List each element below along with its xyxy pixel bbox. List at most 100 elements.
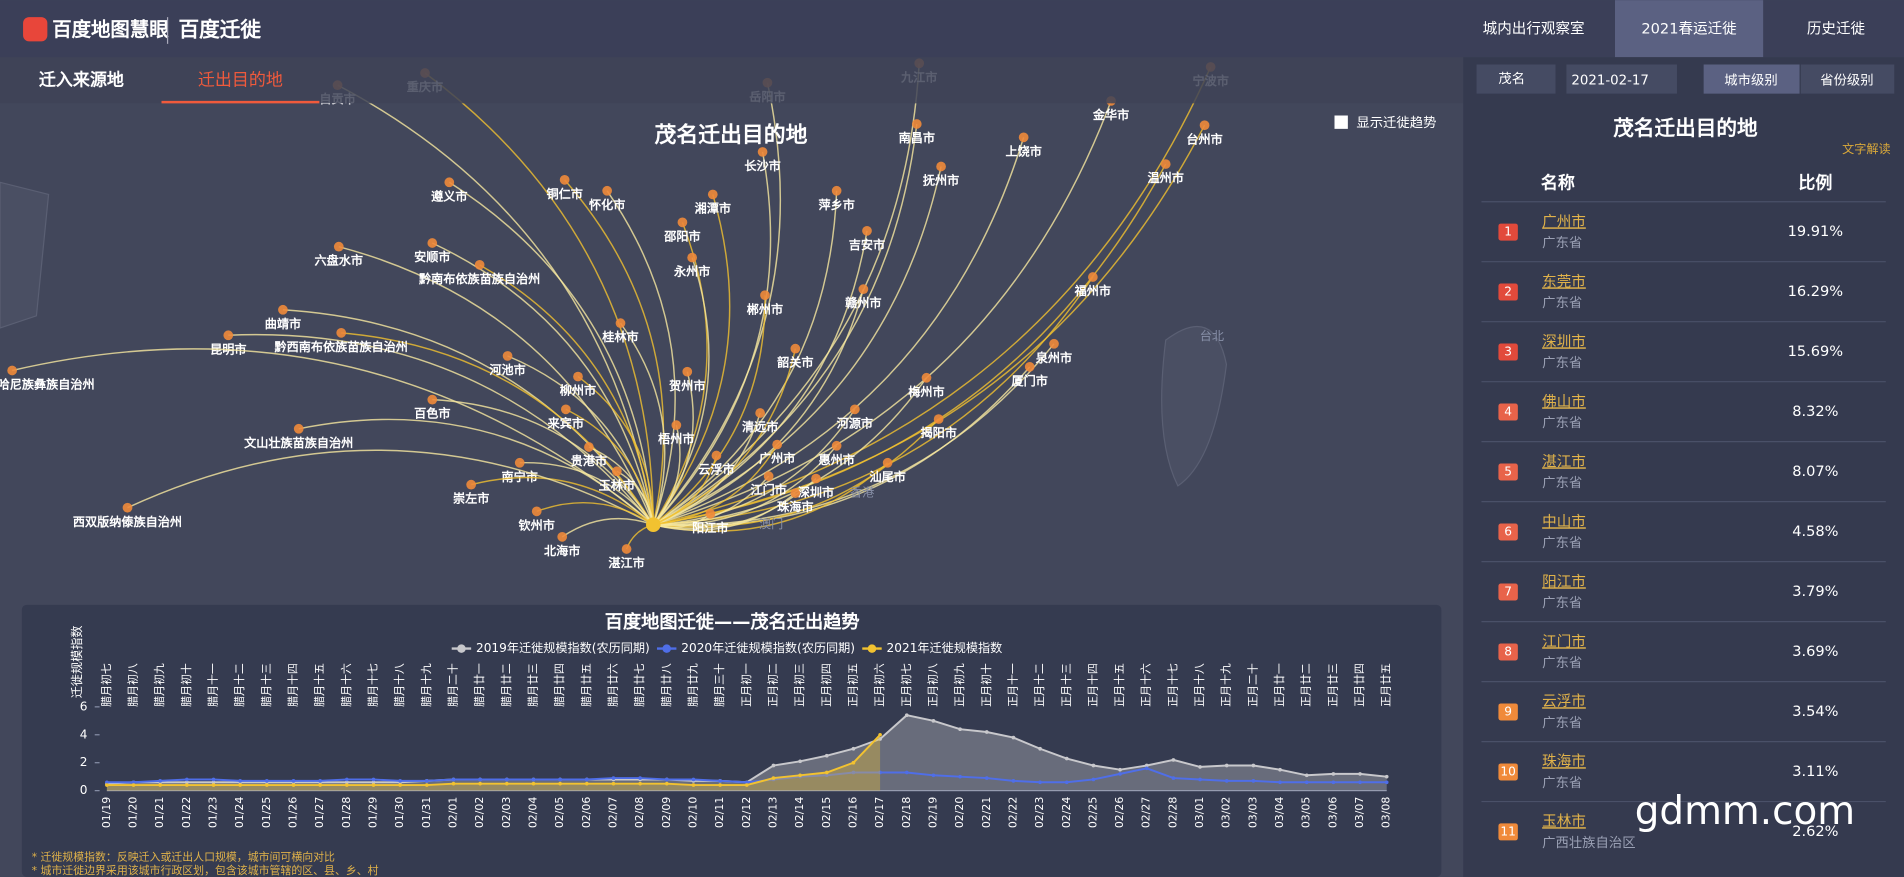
series-point: [1304, 780, 1309, 785]
city-dot: [790, 343, 801, 354]
city-name[interactable]: 广州市: [1542, 213, 1586, 230]
city-select-text[interactable]: 茂名: [1498, 71, 1525, 87]
city-dot: [474, 260, 485, 270]
flow-line: [653, 66, 1212, 526]
flow-line: [652, 230, 868, 526]
city-dot: [7, 365, 17, 376]
series-point: [158, 779, 163, 783]
series-point: [1278, 780, 1282, 785]
nav-item[interactable]: 历史迁徙: [1807, 20, 1866, 37]
series-point: [984, 730, 989, 734]
level-button-active[interactable]: [1703, 64, 1800, 94]
rank-badge: [1498, 223, 1518, 241]
lunar-tick-label: 正月初八: [925, 663, 939, 707]
level-button[interactable]: 省份级别: [1820, 72, 1873, 88]
city-dot: [514, 457, 525, 468]
series-point: [824, 770, 829, 775]
series-point: [824, 773, 829, 778]
city-name[interactable]: 湛江市: [1542, 453, 1586, 470]
series-point: [451, 781, 456, 786]
series-point: [1198, 777, 1202, 782]
explain-link[interactable]: 文字解读: [1842, 141, 1891, 156]
ratio: 4.58%: [1792, 523, 1838, 540]
city-select[interactable]: [1476, 64, 1556, 94]
lunar-tick-label: 正月初六: [872, 663, 886, 707]
flow-line: [653, 475, 770, 526]
date-select[interactable]: [1566, 64, 1677, 94]
y-axis-label: 迁徙规模指数: [69, 626, 84, 699]
flow-line: [653, 100, 1112, 526]
city-dot: [502, 351, 513, 361]
series-point: [851, 746, 856, 751]
legend-dot: [457, 644, 466, 653]
city-name[interactable]: 深圳市: [1542, 333, 1586, 350]
city-name[interactable]: 江门市: [1542, 633, 1586, 650]
level-button-bg[interactable]: [1800, 64, 1895, 94]
nav-item[interactable]: 城内出行观察室: [1483, 19, 1585, 37]
series-point: [1144, 766, 1149, 771]
x-tick-label: 02/22: [1006, 797, 1019, 828]
city-dot: [1024, 362, 1035, 372]
x-tick-label: 02/02: [473, 797, 486, 828]
lunar-tick-label: 腊月二十: [445, 663, 459, 707]
series-point: [291, 779, 296, 783]
lunar-tick-label: 正月初七: [899, 663, 913, 707]
x-tick-label: 03/06: [1326, 797, 1339, 828]
lunar-tick-label: 正月十九: [1219, 663, 1233, 707]
city-label: 郴州市: [747, 301, 783, 316]
city-name[interactable]: 佛山市: [1542, 393, 1586, 410]
series-point: [691, 783, 696, 787]
series-point: [638, 781, 642, 786]
y-tick-label: 0: [80, 783, 88, 797]
tab[interactable]: 迁入来源地: [39, 69, 124, 90]
city-label: 桂林市: [601, 329, 638, 344]
city-label: 抚州市: [923, 173, 959, 188]
city-label: 赣州市: [845, 295, 881, 310]
flow-line: [536, 502, 654, 526]
flow-line: [653, 455, 718, 526]
x-tick-label: 02/25: [1086, 797, 1099, 828]
flow-line: [653, 408, 856, 526]
checkbox-label[interactable]: 显示迁徙趋势: [1356, 115, 1436, 131]
lunar-tick-label: 正月十一: [1005, 663, 1019, 707]
series-point: [451, 777, 456, 782]
series-point: [904, 770, 909, 775]
city-label: 钦州市: [519, 517, 555, 532]
date-select-text[interactable]: 2021-02-17: [1571, 73, 1649, 88]
lunar-tick-label: 正月初一: [739, 663, 753, 707]
city-name[interactable]: 玉林市: [1542, 813, 1586, 830]
ratio: 3.69%: [1792, 643, 1838, 660]
checkbox[interactable]: [1334, 115, 1348, 129]
city-dot: [858, 284, 869, 294]
city-dot: [557, 532, 568, 542]
city-dot: [1018, 132, 1029, 143]
city-name[interactable]: 东莞市: [1542, 273, 1586, 290]
province-name: 广东省: [1542, 775, 1582, 791]
lunar-tick-label: 正月初十: [979, 663, 993, 707]
series-point: [345, 783, 349, 787]
lunar-tick-label: 正月十三: [1059, 663, 1073, 707]
city-name[interactable]: 珠海市: [1542, 753, 1586, 770]
series-point: [584, 777, 589, 782]
city-dot: [682, 366, 693, 377]
lunar-tick-label: 正月十八: [1192, 663, 1206, 707]
flow-line: [11, 348, 654, 526]
tab-active[interactable]: 迁出目的地: [198, 70, 283, 90]
city-label: 柳州市: [560, 383, 596, 398]
series-point: [664, 777, 669, 782]
city-name[interactable]: 云浮市: [1542, 693, 1586, 710]
x-tick-label: 02/12: [740, 797, 753, 828]
city-name[interactable]: 阳江市: [1542, 573, 1586, 590]
nav-item[interactable]: 2021春运迁徙: [1641, 20, 1737, 37]
rank-number: 4: [1504, 405, 1512, 419]
level-button[interactable]: 城市级别: [1724, 71, 1777, 88]
map-title: 茂名迁出目的地: [655, 122, 808, 148]
city-label: 阳江市: [692, 520, 728, 535]
series-point: [744, 780, 749, 785]
city-label: 清远市: [742, 419, 778, 434]
rank-badge: [1498, 283, 1518, 301]
rank-number: 9: [1504, 704, 1512, 718]
city-name[interactable]: 中山市: [1542, 513, 1586, 530]
ratio: 15.69%: [1788, 343, 1844, 360]
flow-line: [653, 163, 1167, 526]
